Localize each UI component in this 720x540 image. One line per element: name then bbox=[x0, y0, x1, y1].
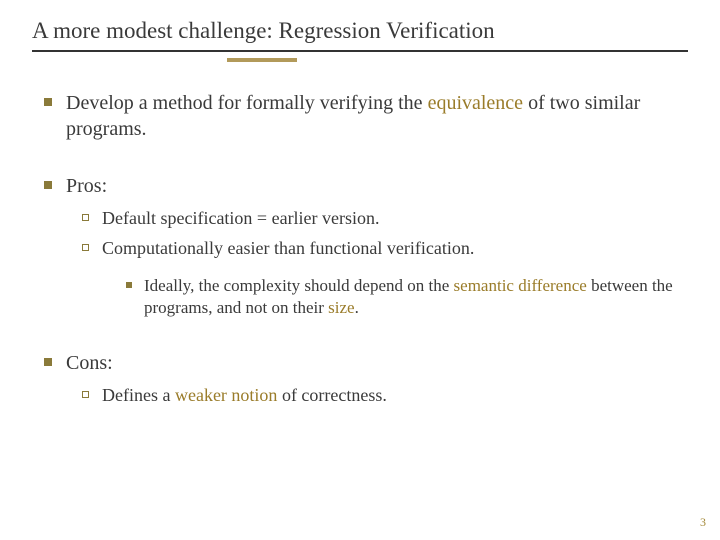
highlight-semantic-difference: semantic difference bbox=[454, 276, 587, 295]
highlight-size: size bbox=[328, 298, 354, 317]
bullet-list-lvl1: Develop a method for formally verifying … bbox=[32, 90, 688, 408]
accent-underline bbox=[227, 58, 297, 62]
bullet-list-lvl2-cons: Defines a weaker notion of correctness. bbox=[66, 384, 688, 408]
bullet-pros: Pros: Default specification = earlier ve… bbox=[32, 173, 688, 320]
text-fragment: . bbox=[355, 298, 359, 317]
bullet-cons: Cons: Defines a weaker notion of correct… bbox=[32, 350, 688, 408]
bullet-list-lvl2-pros: Default specification = earlier version.… bbox=[66, 207, 688, 319]
bullet-list-lvl3: Ideally, the complexity should depend on… bbox=[102, 275, 688, 320]
slide: A more modest challenge: Regression Veri… bbox=[0, 0, 720, 540]
text-fragment: of correctness. bbox=[277, 385, 386, 405]
text-fragment: Defines a bbox=[102, 385, 175, 405]
text-fragment: Computationally easier than functional v… bbox=[102, 238, 474, 258]
title-rule bbox=[32, 50, 688, 52]
text-fragment: Pros: bbox=[66, 175, 107, 197]
page-number: 3 bbox=[700, 515, 706, 530]
text-fragment: Cons: bbox=[66, 352, 113, 374]
bullet-weaker-notion: Defines a weaker notion of correctness. bbox=[66, 384, 688, 408]
text-fragment: Ideally, the complexity should depend on… bbox=[144, 276, 454, 295]
highlight-equivalence: equivalence bbox=[428, 92, 524, 114]
bullet-ideally-complexity: Ideally, the complexity should depend on… bbox=[102, 275, 688, 320]
bullet-computationally-easier: Computationally easier than functional v… bbox=[66, 237, 688, 320]
text-fragment: Develop a method for formally verifying … bbox=[66, 92, 428, 114]
highlight-weaker-notion: weaker notion bbox=[175, 385, 277, 405]
slide-title: A more modest challenge: Regression Veri… bbox=[32, 18, 688, 44]
bullet-default-spec: Default specification = earlier version. bbox=[66, 207, 688, 231]
text-fragment: Default specification = earlier version. bbox=[102, 208, 380, 228]
bullet-develop-method: Develop a method for formally verifying … bbox=[32, 90, 688, 143]
